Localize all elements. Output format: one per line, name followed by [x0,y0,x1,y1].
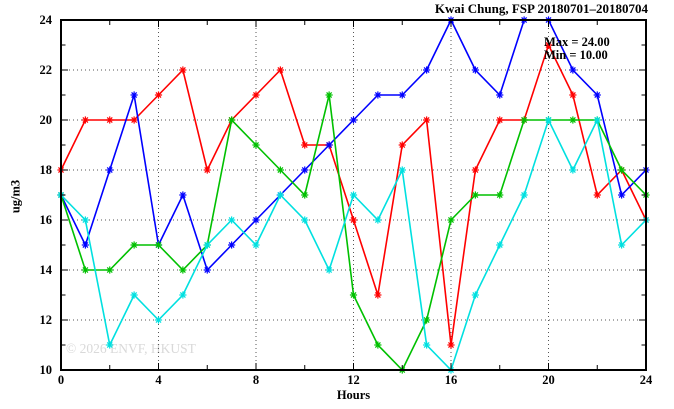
y-tick-label: 12 [39,313,53,327]
watermark: © 2026 ENVF, HKUST [66,341,196,356]
x-axis-label: Hours [336,388,371,402]
x-tick-label: 24 [639,373,653,387]
y-axis-label: ug/m3 [8,179,23,214]
max-annotation: Max = 24.00 [544,35,610,49]
series-4 [57,116,650,374]
y-tick-label: 16 [39,213,53,227]
y-tick-label: 24 [39,13,53,27]
min-annotation: Min = 10.00 [544,48,608,62]
y-tick-label: 14 [39,263,53,277]
y-tick-label: 22 [39,63,53,77]
x-tick-label: 4 [155,373,162,387]
y-tick-label: 20 [39,113,53,127]
x-tick-label: 16 [444,373,458,387]
y-tick-label: 10 [39,363,53,377]
x-tick-label: 20 [542,373,555,387]
x-tick-label: 8 [252,373,260,387]
y-tick-label: 18 [39,163,53,177]
x-tick-label: 12 [347,373,360,387]
chart-title: Kwai Chung, FSP 20180701–20180704 [434,1,648,16]
annotation-box: Max = 24.00 Min = 10.00 [544,36,610,62]
x-tick-label: 0 [57,373,65,387]
